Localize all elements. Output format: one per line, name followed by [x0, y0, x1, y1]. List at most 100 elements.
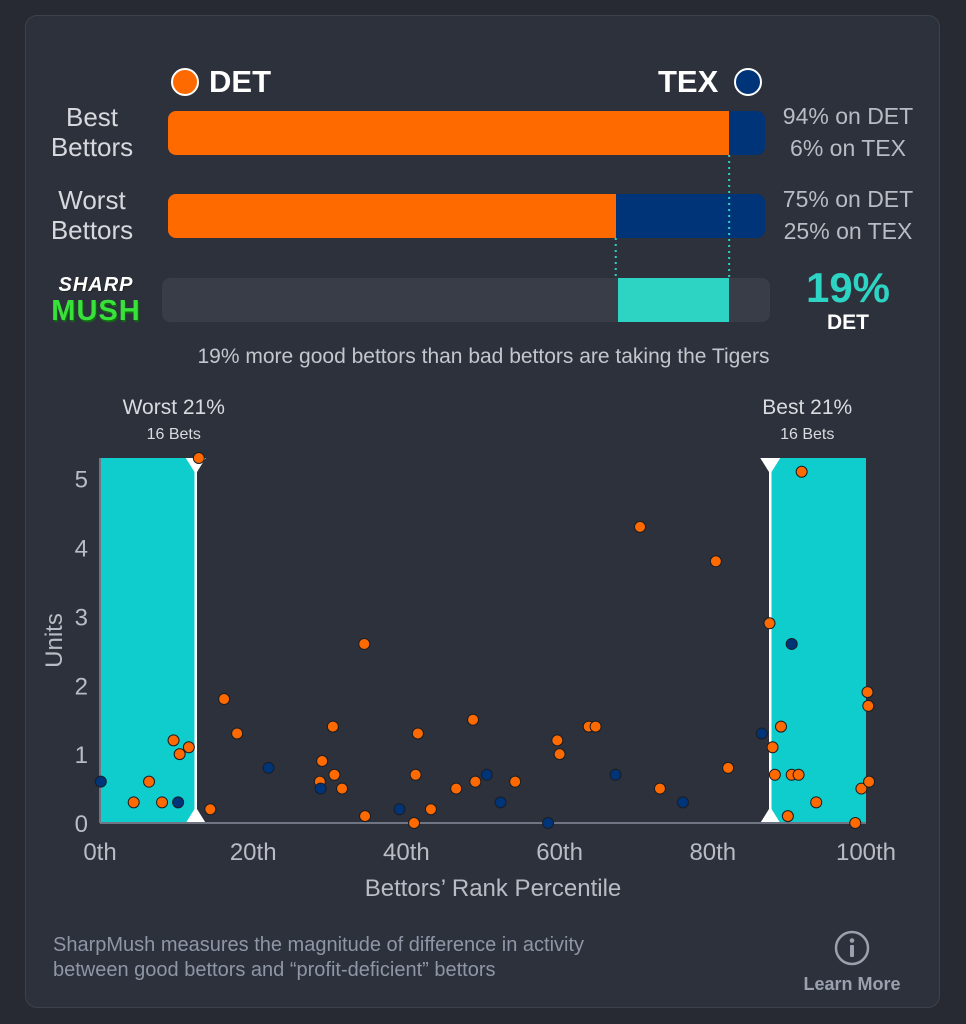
data-point-tex	[172, 796, 185, 809]
x-tick-label: 60th	[536, 839, 583, 866]
data-point-det	[450, 782, 463, 795]
data-point-det	[411, 727, 424, 740]
data-point-det	[182, 741, 195, 754]
data-point-det	[849, 817, 862, 829]
data-point-det	[192, 452, 205, 464]
data-point-det	[551, 734, 564, 747]
tex-color-dot	[734, 68, 762, 96]
y-tick-label: 0	[75, 811, 88, 838]
data-point-tex	[542, 817, 555, 829]
rank-percentile-scatter-chart: 0 1 2 3 4 5 0th 20th 40th 60th 80th 100th Bettors’ R…	[41, 396, 896, 902]
data-point-det	[167, 734, 180, 747]
sharpmush-card: DET TEX Best Bettors 94% on DET 6% on TE…	[25, 15, 940, 1008]
data-point-det	[204, 803, 217, 816]
best-bettors-split: 94% on DET 6% on TEX	[782, 103, 914, 161]
y-tick-label: 1	[75, 742, 88, 769]
data-point-det	[810, 796, 823, 809]
team-tex-label: TEX	[658, 64, 719, 99]
data-point-det	[316, 755, 329, 768]
x-tick-label: 80th	[689, 839, 736, 866]
sharpmush-team: DET	[827, 311, 869, 334]
y-axis-title: Units	[41, 613, 68, 668]
data-point-tex	[393, 803, 406, 816]
data-point-det	[359, 810, 372, 823]
x-tick-label: 0th	[83, 839, 116, 866]
info-icon	[834, 930, 870, 966]
data-point-det	[862, 699, 875, 712]
data-point-det	[143, 775, 156, 788]
band-marker-bottom-1	[760, 807, 781, 823]
data-point-det	[409, 768, 422, 781]
x-tick-label: 100th	[836, 839, 896, 866]
data-point-det	[467, 713, 480, 726]
team-det-label: DET	[209, 64, 271, 99]
worst-bettors-tex-segment	[615, 194, 765, 238]
y-tick-label: 2	[75, 673, 88, 700]
data-point-det	[509, 775, 522, 788]
sharpmush-value: 19%	[805, 264, 891, 311]
data-point-det	[774, 720, 787, 733]
x-axis-title: Bettors’ Rank Percentile	[365, 875, 622, 902]
best-bettors-bar	[168, 111, 765, 155]
data-point-det	[326, 720, 339, 733]
x-tick-label: 40th	[383, 839, 430, 866]
data-point-det	[863, 775, 876, 788]
data-point-det	[156, 796, 169, 809]
band-title-1: Best 21%	[762, 396, 852, 419]
data-point-det	[766, 741, 779, 754]
learn-more-label: Learn More	[803, 974, 901, 994]
data-point-det	[795, 465, 808, 478]
data-point-det	[722, 761, 735, 774]
worst-bettors-label: Worst Bettors	[50, 185, 134, 245]
best-bettors-det-segment	[168, 111, 730, 155]
band-marker-top-1	[760, 458, 781, 474]
data-point-det	[709, 555, 722, 568]
data-point-tex	[314, 782, 327, 795]
data-point-det	[855, 782, 868, 795]
best-bettors-tex-segment	[729, 111, 765, 155]
data-point-tex	[262, 761, 275, 774]
learn-more-button[interactable]: Learn More	[796, 928, 908, 998]
worst-bettors-bar	[168, 194, 765, 238]
data-point-tex	[676, 796, 689, 809]
x-tick-label: 20th	[230, 839, 277, 866]
data-point-tex	[785, 637, 798, 650]
worst-bettors-det-segment	[168, 194, 616, 238]
data-point-det	[408, 817, 421, 829]
data-point-det	[173, 748, 186, 761]
best-bettors-label: Best Bettors	[50, 102, 134, 162]
y-tick-label: 3	[75, 604, 88, 631]
data-point-det	[792, 768, 805, 781]
data-point-tex	[494, 796, 507, 809]
data-point-det	[763, 617, 776, 630]
data-point-det	[127, 796, 140, 809]
band-1	[770, 458, 866, 823]
data-point-det	[861, 686, 874, 699]
data-point-det	[553, 748, 566, 761]
data-point-det	[589, 720, 602, 733]
data-point-det	[634, 520, 647, 533]
data-point-det	[358, 637, 371, 650]
sharpmush-bar-fill	[617, 278, 730, 322]
worst-bettors-split: 75% on DET 25% on TEX	[782, 186, 914, 244]
data-point-det	[328, 768, 341, 781]
sharpmush-logo: SHARP MUSH	[51, 274, 141, 327]
sharpmush-summary: 19% more good bettors than bad bettors a…	[197, 345, 770, 368]
data-point-det	[424, 803, 437, 816]
band-0	[100, 458, 196, 823]
data-point-det	[768, 768, 781, 781]
data-point-det	[231, 727, 244, 740]
band-subtitle-0: 16 Bets	[147, 426, 201, 443]
band-title-0: Worst 21%	[123, 396, 225, 419]
data-point-tex	[480, 768, 493, 781]
data-point-tex	[94, 775, 107, 788]
data-point-tex	[755, 727, 768, 740]
band-marker-bottom-0	[185, 807, 206, 823]
det-color-dot	[171, 68, 199, 96]
data-point-det	[336, 782, 349, 795]
data-point-det	[469, 775, 482, 788]
data-point-tex	[609, 768, 622, 781]
y-tick-label: 4	[75, 536, 88, 563]
footer-description: SharpMush measures the magnitude of diff…	[53, 934, 585, 981]
data-point-det	[218, 693, 231, 706]
